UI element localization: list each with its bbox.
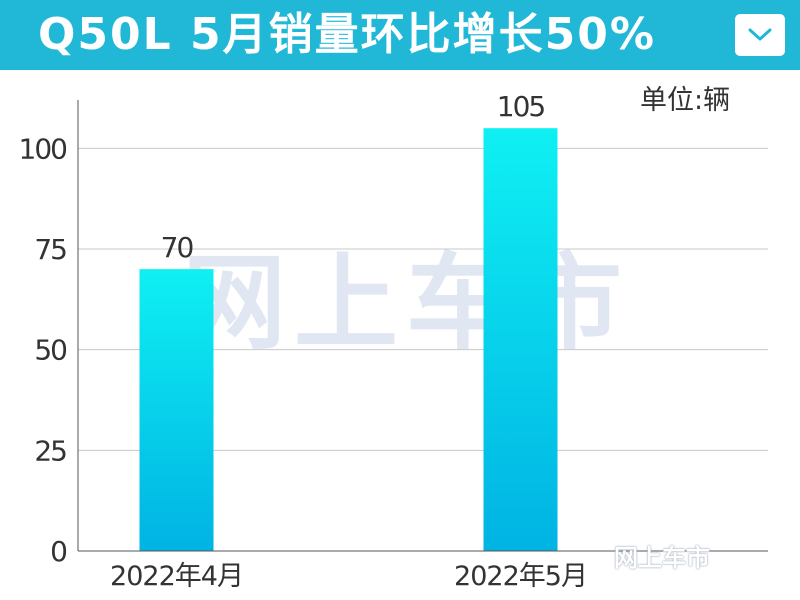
y-tick-label: 0 — [50, 535, 66, 568]
bars — [139, 128, 558, 551]
bar — [139, 269, 214, 551]
y-tick-label: 75 — [34, 233, 66, 266]
x-tick-label: 2022年4月 — [110, 561, 243, 592]
data-label: 70 — [161, 231, 193, 264]
corner-watermark-logo: 网上车市 — [614, 544, 710, 572]
title-bar: Q50L 5月销量环比增长50% — [0, 0, 800, 70]
data-label: 105 — [497, 90, 545, 123]
y-tick-label: 100 — [19, 132, 67, 165]
data-labels: 70 105 — [161, 90, 547, 264]
y-tick-label: 25 — [34, 434, 66, 467]
x-tick-label: 2022年5月 — [454, 561, 587, 592]
y-tick-label: 50 — [34, 334, 66, 367]
chevron-down-icon — [748, 28, 772, 41]
chart-title: Q50L 5月销量环比增长50% — [38, 9, 656, 60]
dropdown-button[interactable] — [735, 14, 785, 56]
unit-label: 单位:辆 — [640, 85, 731, 116]
axes: 0 25 50 75 100 2022年4月 2022年5月 — [19, 100, 768, 592]
bar — [483, 128, 558, 551]
